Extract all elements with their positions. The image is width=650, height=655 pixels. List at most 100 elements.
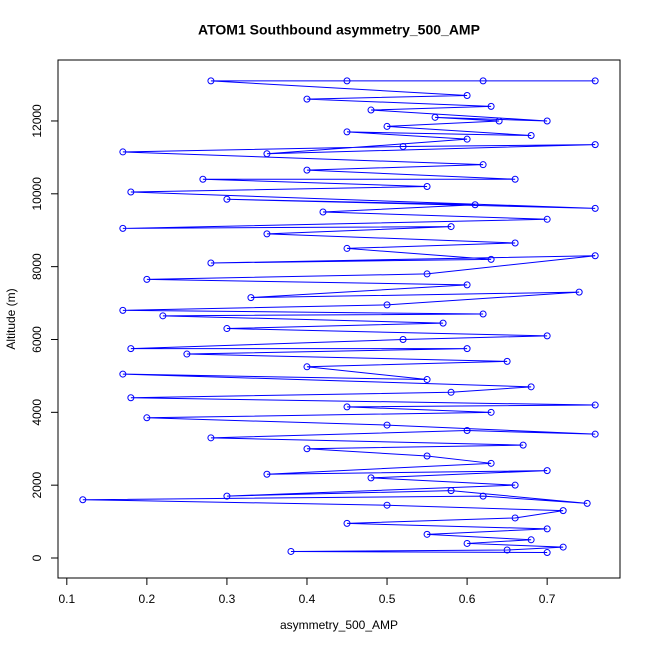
point bbox=[399, 335, 407, 343]
point bbox=[127, 188, 135, 196]
point bbox=[399, 142, 407, 150]
point bbox=[423, 452, 431, 460]
point bbox=[159, 312, 167, 320]
point bbox=[591, 204, 599, 212]
point bbox=[511, 239, 519, 247]
point bbox=[463, 345, 471, 353]
point bbox=[119, 224, 127, 232]
point bbox=[343, 403, 351, 411]
x-axis-label: asymmetry_500_AMP bbox=[280, 618, 398, 632]
point bbox=[543, 525, 551, 533]
y-tick-label: 6000 bbox=[30, 326, 44, 353]
point bbox=[143, 275, 151, 283]
point bbox=[487, 102, 495, 110]
point bbox=[431, 113, 439, 121]
point bbox=[223, 325, 231, 333]
y-tick-label: 0 bbox=[30, 554, 44, 561]
point bbox=[423, 270, 431, 278]
point bbox=[343, 77, 351, 85]
point bbox=[543, 549, 551, 557]
y-tick-label: 4000 bbox=[30, 399, 44, 426]
point bbox=[207, 434, 215, 442]
point bbox=[543, 215, 551, 223]
point bbox=[383, 301, 391, 309]
point bbox=[383, 122, 391, 130]
point bbox=[543, 117, 551, 125]
point bbox=[487, 459, 495, 467]
point bbox=[383, 421, 391, 429]
point bbox=[119, 306, 127, 314]
y-axis-label: Altitude (m) bbox=[4, 288, 18, 349]
y-tick-label: 10000 bbox=[30, 177, 44, 211]
point bbox=[303, 445, 311, 453]
point bbox=[447, 487, 455, 495]
point bbox=[79, 496, 87, 504]
point bbox=[439, 319, 447, 327]
point bbox=[591, 141, 599, 149]
x-tick-label: 0.7 bbox=[539, 592, 556, 606]
point bbox=[463, 135, 471, 143]
point bbox=[247, 294, 255, 302]
point bbox=[487, 408, 495, 416]
point bbox=[127, 345, 135, 353]
point bbox=[423, 530, 431, 538]
point bbox=[471, 201, 479, 209]
point bbox=[463, 539, 471, 547]
point bbox=[143, 414, 151, 422]
point bbox=[479, 492, 487, 500]
point bbox=[527, 132, 535, 140]
point bbox=[511, 481, 519, 489]
point bbox=[487, 255, 495, 263]
x-tick-label: 0.3 bbox=[219, 592, 236, 606]
point bbox=[575, 288, 583, 296]
point bbox=[423, 376, 431, 384]
x-tick-label: 0.1 bbox=[58, 592, 75, 606]
point bbox=[543, 467, 551, 475]
point bbox=[367, 474, 375, 482]
point bbox=[303, 166, 311, 174]
point bbox=[119, 148, 127, 156]
point bbox=[343, 519, 351, 527]
point bbox=[503, 546, 511, 554]
point bbox=[367, 106, 375, 114]
point bbox=[447, 388, 455, 396]
x-tick-label: 0.4 bbox=[299, 592, 316, 606]
series-line bbox=[82, 80, 596, 554]
point bbox=[303, 95, 311, 103]
point bbox=[591, 430, 599, 438]
point bbox=[583, 499, 591, 507]
plot-frame bbox=[57, 59, 621, 579]
point bbox=[527, 536, 535, 544]
point bbox=[447, 223, 455, 231]
point bbox=[303, 363, 311, 371]
point bbox=[479, 310, 487, 318]
point bbox=[479, 77, 487, 85]
point bbox=[263, 470, 271, 478]
point bbox=[319, 208, 327, 216]
point bbox=[223, 195, 231, 203]
point bbox=[503, 357, 511, 365]
point bbox=[183, 350, 191, 358]
point bbox=[343, 244, 351, 252]
chart-title: ATOM1 Southbound asymmetry_500_AMP bbox=[198, 22, 480, 38]
x-tick-label: 0.6 bbox=[459, 592, 476, 606]
x-tick-label: 0.5 bbox=[379, 592, 396, 606]
y-tick-label: 2000 bbox=[30, 471, 44, 498]
point bbox=[559, 543, 567, 551]
point bbox=[591, 252, 599, 260]
point bbox=[519, 441, 527, 449]
point bbox=[591, 401, 599, 409]
point bbox=[207, 259, 215, 267]
point bbox=[423, 183, 431, 191]
point bbox=[527, 383, 535, 391]
point bbox=[207, 77, 215, 85]
point bbox=[511, 175, 519, 183]
y-tick-label: 12000 bbox=[30, 104, 44, 138]
y-tick-label: 8000 bbox=[30, 253, 44, 280]
point bbox=[127, 394, 135, 402]
point bbox=[199, 175, 207, 183]
point bbox=[463, 91, 471, 99]
x-tick-label: 0.2 bbox=[139, 592, 156, 606]
point bbox=[119, 370, 127, 378]
